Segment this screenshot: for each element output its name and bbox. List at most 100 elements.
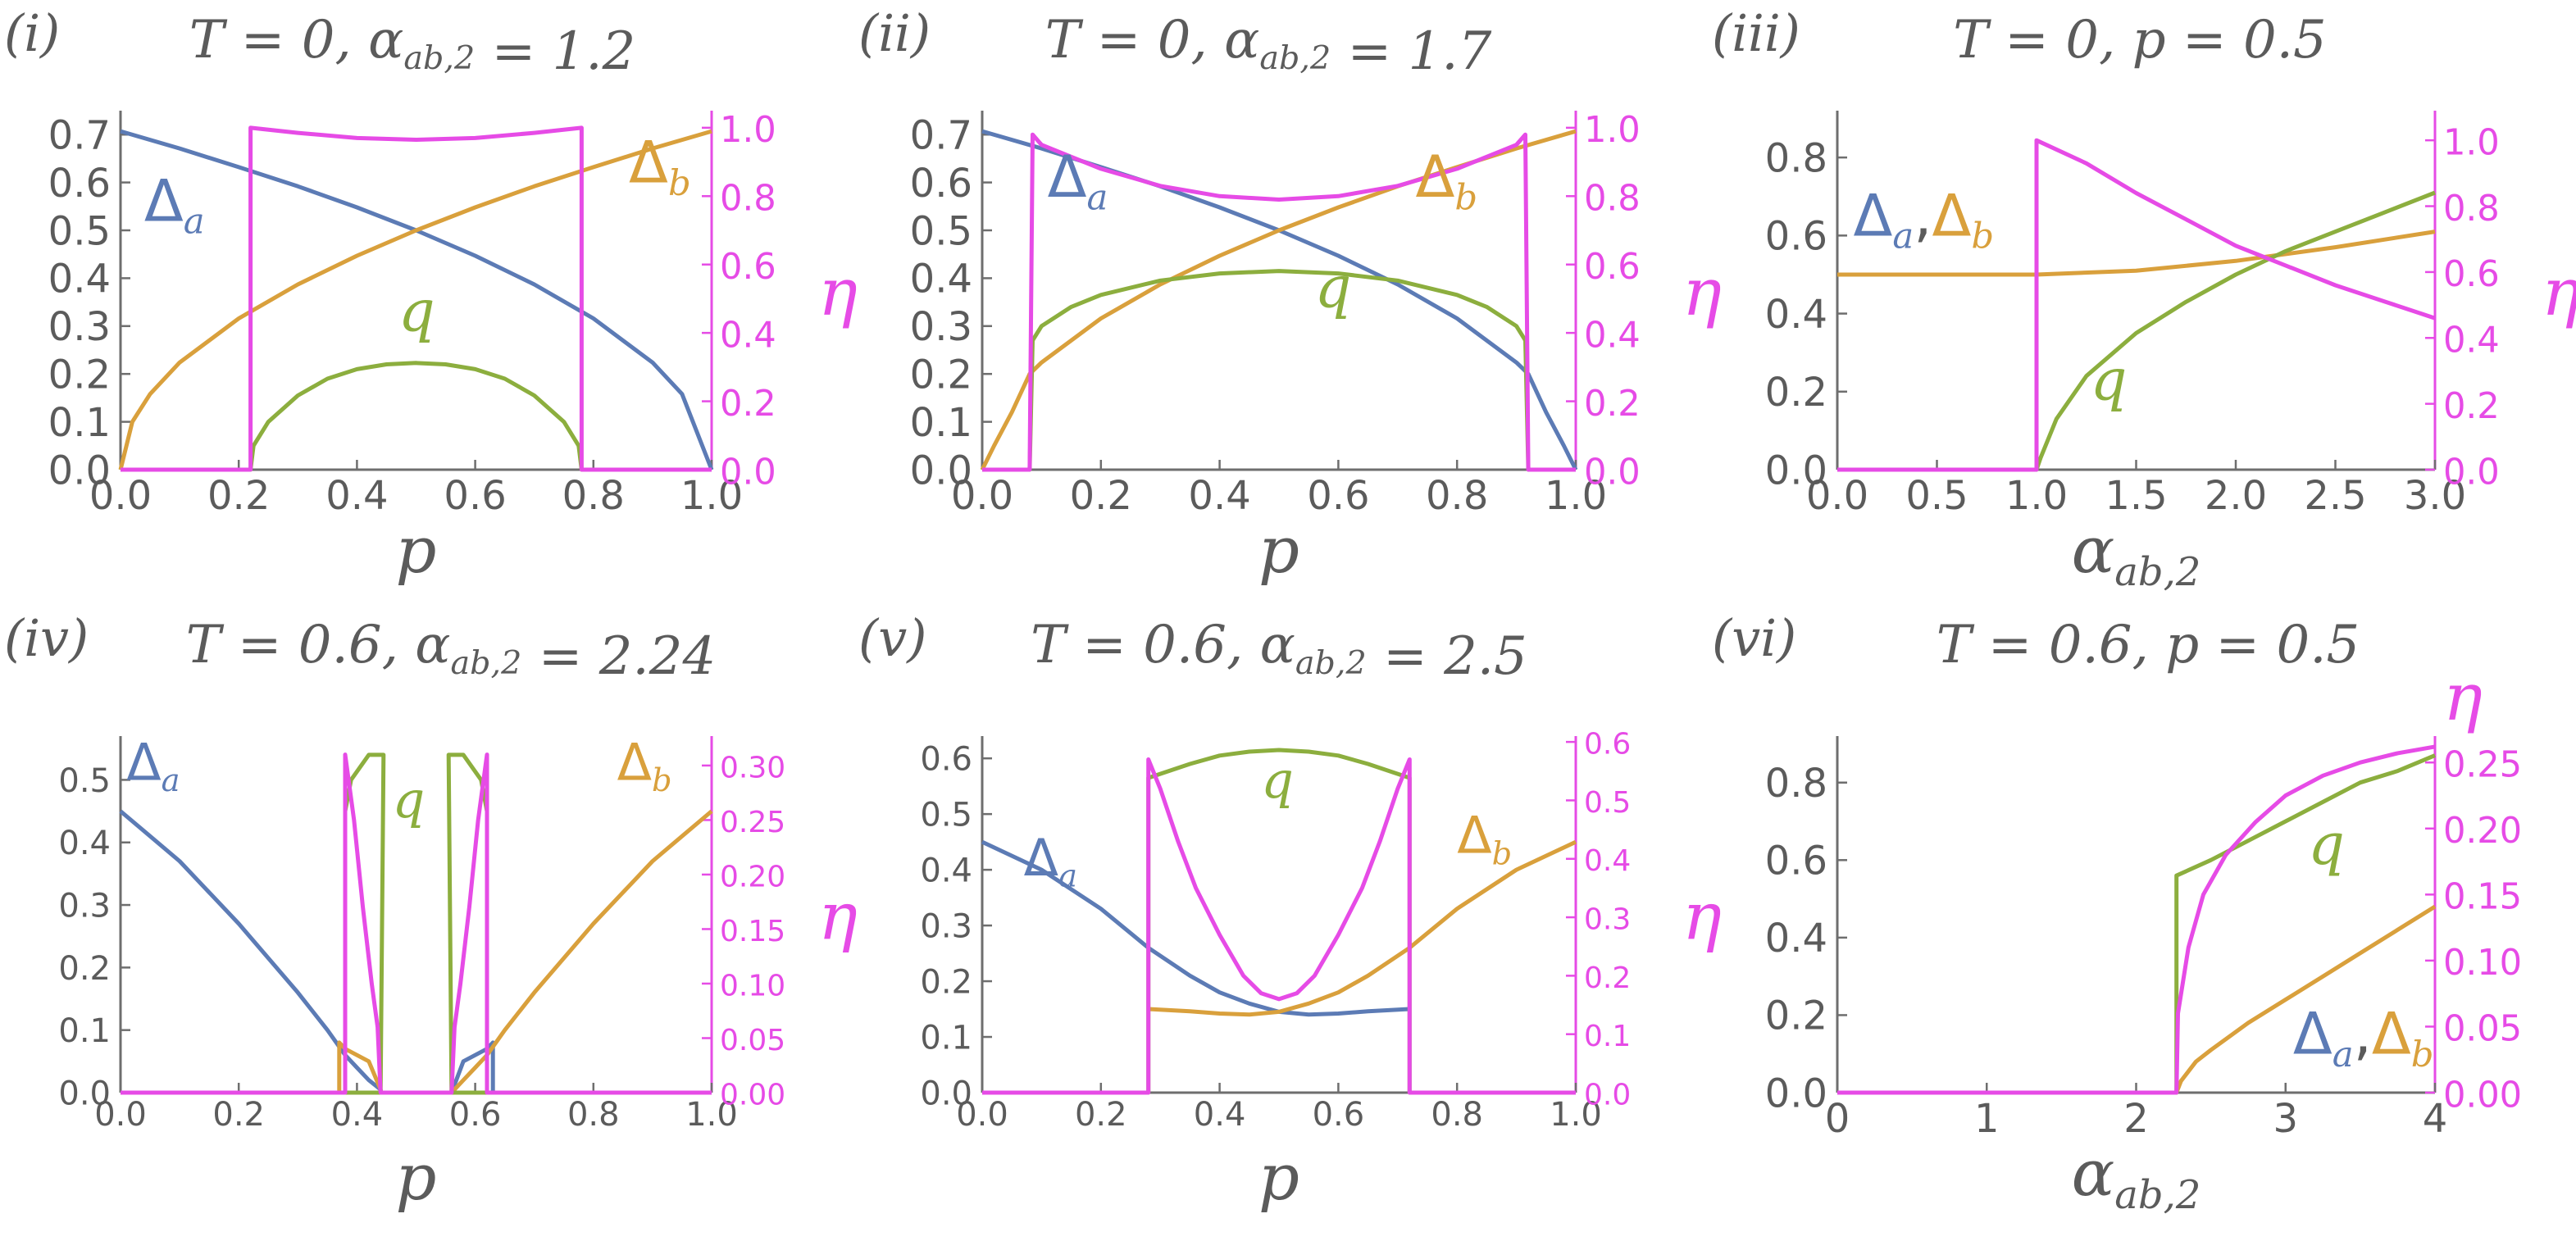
series-line-q	[1837, 190, 2436, 472]
curve-label-q: q	[2308, 811, 2345, 878]
y-right-tick-label: 1.0	[1584, 110, 1641, 151]
curve-label-q: q	[1261, 750, 1294, 810]
x-tick-label: 0.0	[89, 473, 152, 519]
y-right-axis-label: η	[1682, 879, 1722, 955]
y-right-tick-label: 0.15	[2443, 877, 2522, 918]
panel-title: T = 0.6, αab,2 = 2.24	[186, 615, 716, 687]
y-right-tick-label: 0.6	[1584, 728, 1631, 761]
chart-panel-ii: (ii) T = 0, αab,2 = 1.7 0.0 0.2 0.4 0.6 0.8 1.0…	[858, 3, 1722, 588]
y-right-tick-label: 0.4	[1584, 844, 1631, 878]
panel-title: T = 0, αab,2 = 1.2	[189, 10, 636, 82]
y-right-tick-label: 0.1	[1584, 1020, 1631, 1053]
y-tick-label: 0.0	[48, 448, 111, 493]
y-tick-label: 0.1	[58, 1012, 111, 1050]
y-right-tick-label: 0.20	[720, 860, 785, 893]
x-tick-label: 0.5	[1905, 473, 1968, 519]
series-line-η	[982, 757, 1576, 1095]
y-right-tick-label: 0.4	[720, 315, 776, 356]
y-tick-label: 0.6	[1765, 839, 1827, 884]
series-line-ab	[1837, 904, 2437, 1095]
x-tick-label: 0.4	[1194, 1096, 1246, 1134]
x-tick-label: 0.2	[1075, 1096, 1127, 1134]
chart-panel-i: (i) T = 0, αab,2 = 1.20.0 0.2 0.4 0.6 0.8 1.00…	[4, 3, 858, 588]
y-right-tick-label: 0.25	[720, 806, 785, 839]
x-tick-label: 0.4	[331, 1096, 384, 1134]
curve-label-delta-a: Δa	[1048, 143, 1108, 218]
y-tick-label: 0.1	[920, 1019, 972, 1057]
x-tick-label: 4	[2423, 1096, 2448, 1142]
y-tick-label: 0.3	[910, 304, 972, 350]
x-tick-label: 0.2	[1070, 473, 1132, 519]
x-tick-label: 0.8	[1431, 1096, 1483, 1134]
series-line-a	[119, 809, 712, 1095]
y-tick-label: 0.0	[920, 1075, 972, 1112]
curve-label-delta-a: Δa	[126, 732, 180, 799]
curve-label-delta-b: Δb	[617, 732, 672, 799]
y-tick-label: 0.7	[48, 112, 111, 158]
x-tick-label: 0.4	[1188, 473, 1250, 519]
x-tick-label: 0.0	[1806, 473, 1868, 519]
chart-panel-iii: (iii) T = 0, p = 0.5 0.0 0.5 1.0 1.5 2.0 2.5 3.0…	[1712, 3, 2576, 595]
y-tick-label: 0.5	[920, 797, 972, 834]
x-tick-label: 1.0	[1550, 1096, 1602, 1134]
x-tick-label: 0.6	[1313, 1096, 1365, 1134]
series-line-ab	[1837, 230, 2436, 277]
y-right-tick-label: 0.0	[720, 452, 776, 493]
x-axis-label: αab,2	[2072, 514, 2201, 595]
y-tick-label: 0.1	[910, 400, 972, 446]
curve-label-q: q	[398, 278, 435, 345]
y-right-tick-label: 0.6	[2443, 254, 2500, 295]
y-right-tick-label: 1.0	[720, 110, 776, 151]
x-tick-label: 2.0	[2205, 473, 2267, 519]
y-right-tick-label: 0.00	[2443, 1075, 2522, 1116]
y-right-tick-label: 0.10	[720, 969, 785, 1002]
chart-panel-v: (v) T = 0.6, αab,2 = 2.5 0.0 0.2 0.4 0.6 0.8 1.…	[858, 608, 1722, 1215]
y-tick-label: 0.2	[920, 963, 972, 1001]
x-tick-label: 0.0	[94, 1096, 147, 1134]
x-tick-label: 0.4	[325, 473, 388, 519]
panel-label: (v)	[858, 608, 926, 668]
y-right-tick-label: 0.30	[720, 751, 785, 784]
curve-label-delta-b: Δb	[1416, 143, 1478, 218]
y-tick-label: 0.4	[920, 852, 972, 890]
panel-label: (vi)	[1712, 608, 1796, 668]
x-tick-label: 0.2	[207, 473, 270, 519]
y-tick-label: 0.6	[1765, 214, 1827, 260]
x-axis-label: p	[396, 514, 437, 588]
y-tick-label: 0.4	[910, 257, 972, 302]
x-tick-label: 1.0	[1545, 473, 1607, 519]
x-tick-label: 0.2	[212, 1096, 265, 1134]
y-tick-label: 0.6	[910, 161, 972, 207]
y-right-tick-label: 0.6	[720, 247, 776, 288]
y-tick-label: 0.3	[58, 887, 111, 925]
y-right-axis-label: η	[1682, 254, 1722, 330]
y-tick-label: 0.0	[910, 448, 972, 493]
y-right-tick-label: 0.2	[720, 384, 776, 425]
chart-panel-iv: (iv) T = 0.6, αab,2 = 2.24 0.0 0.2 0.4 0.6 0.8…	[4, 608, 858, 1215]
series-line-a	[120, 129, 714, 470]
x-tick-label: 0.8	[562, 473, 625, 519]
y-tick-label: 0.7	[910, 112, 972, 158]
y-tick-label: 0.4	[1765, 916, 1827, 961]
series-line-q	[121, 361, 712, 472]
curve-label-q: q	[393, 770, 426, 830]
y-right-tick-label: 0.0	[2443, 452, 2500, 493]
y-right-tick-label: 0.10	[2443, 943, 2522, 984]
series-line-b	[121, 809, 713, 1095]
y-tick-label: 0.2	[1765, 370, 1827, 416]
y-tick-label: 0.0	[58, 1075, 111, 1112]
y-right-tick-label: 0.05	[720, 1024, 785, 1057]
x-tick-label: 0.0	[951, 473, 1013, 519]
curve-label-q: q	[2091, 346, 2128, 413]
y-right-tick-label: 0.15	[720, 915, 785, 948]
panel-title: T = 0.6, αab,2 = 2.5	[1031, 615, 1527, 687]
y-right-tick-label: 0.0	[1584, 452, 1641, 493]
series-line-η	[121, 752, 712, 1095]
y-right-tick-label: 0.4	[1584, 315, 1641, 356]
x-tick-label: 0.0	[956, 1096, 1008, 1134]
curve-label-delta-b: Δb	[629, 130, 691, 204]
series-line-q	[1837, 753, 2436, 1095]
y-right-axis-label: η	[2542, 254, 2576, 330]
x-axis-label: αab,2	[2072, 1137, 2201, 1218]
x-axis-label: p	[396, 1141, 437, 1215]
